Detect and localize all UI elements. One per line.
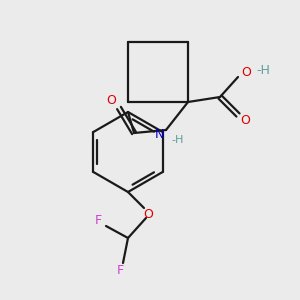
Text: O: O bbox=[143, 208, 153, 220]
Text: -H: -H bbox=[256, 64, 270, 76]
Text: O: O bbox=[240, 113, 250, 127]
Text: O: O bbox=[241, 65, 251, 79]
Text: O: O bbox=[106, 94, 116, 106]
Text: N: N bbox=[154, 128, 164, 142]
Text: -H: -H bbox=[171, 135, 183, 145]
Text: F: F bbox=[94, 214, 102, 227]
Text: F: F bbox=[116, 265, 124, 278]
